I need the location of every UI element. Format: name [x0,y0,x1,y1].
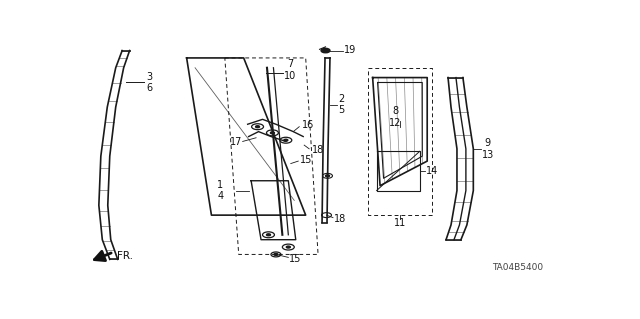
Text: 8
12: 8 12 [389,106,402,128]
Text: TA04B5400: TA04B5400 [492,263,543,272]
Text: 11: 11 [394,218,406,227]
Circle shape [274,254,278,256]
Text: 2
5: 2 5 [338,94,344,115]
Circle shape [326,175,330,177]
Circle shape [255,126,260,128]
Text: 16: 16 [302,121,314,130]
Text: 19: 19 [344,45,356,55]
Text: 1
4: 1 4 [218,180,223,201]
Text: FR.: FR. [117,251,133,261]
Text: 18: 18 [334,214,346,224]
Text: 18: 18 [312,145,324,155]
Circle shape [284,139,288,141]
Text: 17: 17 [230,137,243,147]
Text: 9
13: 9 13 [482,138,494,160]
Circle shape [271,132,275,134]
Text: 15: 15 [300,155,312,165]
Circle shape [286,246,291,248]
Text: 7
10: 7 10 [284,59,296,81]
Circle shape [266,234,271,236]
Text: 15: 15 [289,254,301,263]
Text: 3
6: 3 6 [146,72,152,93]
Circle shape [321,48,330,53]
Text: 14: 14 [426,166,438,176]
